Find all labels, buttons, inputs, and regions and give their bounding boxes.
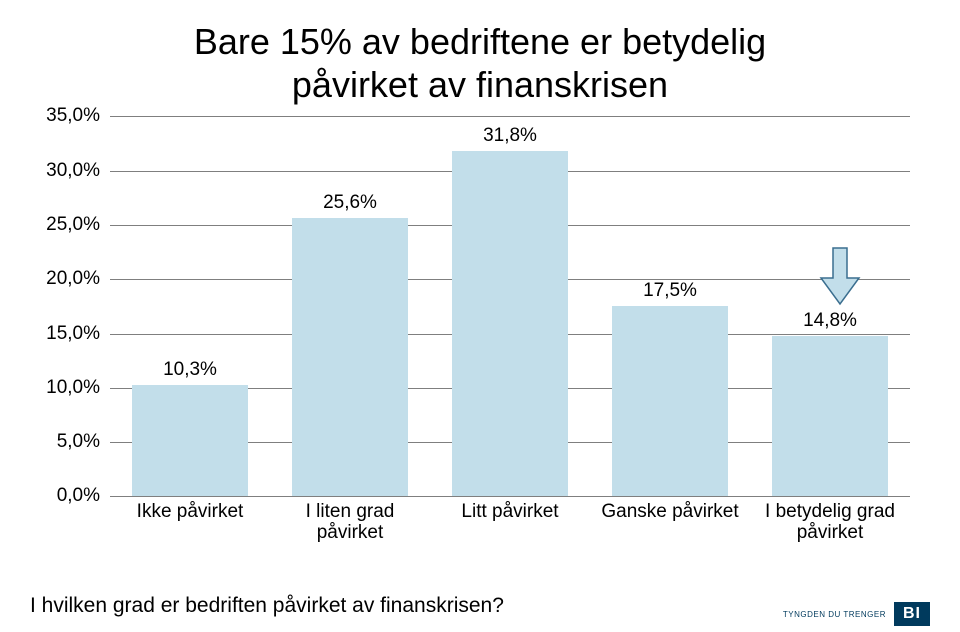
y-tick-label: 35,0%	[30, 105, 100, 127]
bar-slot: 10,3%	[110, 116, 270, 496]
bar-value-label: 25,6%	[270, 192, 430, 214]
bar	[612, 306, 727, 496]
grid-line	[110, 496, 910, 497]
title-line-1: Bare 15% av bedriftene er betydelig	[194, 21, 766, 62]
title-line-2: påvirket av finanskrisen	[292, 64, 668, 105]
logo-bi: BI	[894, 602, 930, 626]
down-arrow-icon	[819, 246, 861, 306]
bar-value-label: 14,8%	[750, 310, 910, 332]
y-tick-label: 15,0%	[30, 323, 100, 345]
bar	[772, 336, 887, 497]
x-tick-label: Ganske påvirket	[590, 502, 750, 523]
bar	[132, 385, 247, 497]
bar	[452, 151, 567, 496]
y-tick-label: 0,0%	[30, 485, 100, 507]
y-tick-label: 20,0%	[30, 268, 100, 290]
y-tick-label: 30,0%	[30, 160, 100, 182]
x-tick-label: Ikke påvirket	[110, 502, 270, 523]
bar-value-label: 31,8%	[430, 125, 590, 147]
x-tick-label: I liten grad påvirket	[270, 502, 430, 544]
chart: 0,0%5,0%10,0%15,0%20,0%25,0%30,0%35,0% 1…	[30, 116, 930, 556]
x-tick-label: I betydelig grad påvirket	[750, 502, 910, 544]
bar-slot: 17,5%	[590, 116, 750, 496]
plot-area: 10,3% 25,6% 31,8% 17,5%14,8%	[110, 116, 910, 496]
y-tick-label: 10,0%	[30, 377, 100, 399]
bars: 10,3% 25,6% 31,8% 17,5%14,8%	[110, 116, 910, 496]
bar-slot: 31,8%	[430, 116, 590, 496]
footer: TYNGDEN DU TRENGER BI	[0, 600, 960, 632]
bar-value-label: 17,5%	[590, 280, 750, 302]
chart-title: Bare 15% av bedriftene er betydelig påvi…	[30, 20, 930, 106]
bar	[292, 218, 407, 496]
footer-brand: TYNGDEN DU TRENGER BI	[783, 602, 930, 626]
bar-slot: 25,6%	[270, 116, 430, 496]
bar-value-label: 10,3%	[110, 359, 270, 381]
y-tick-label: 25,0%	[30, 214, 100, 236]
y-tick-label: 5,0%	[30, 431, 100, 453]
footer-tagline: TYNGDEN DU TRENGER	[783, 610, 886, 619]
x-tick-label: Litt påvirket	[430, 502, 590, 523]
bar-slot: 14,8%	[750, 116, 910, 496]
page: Bare 15% av bedriftene er betydelig påvi…	[0, 0, 960, 632]
